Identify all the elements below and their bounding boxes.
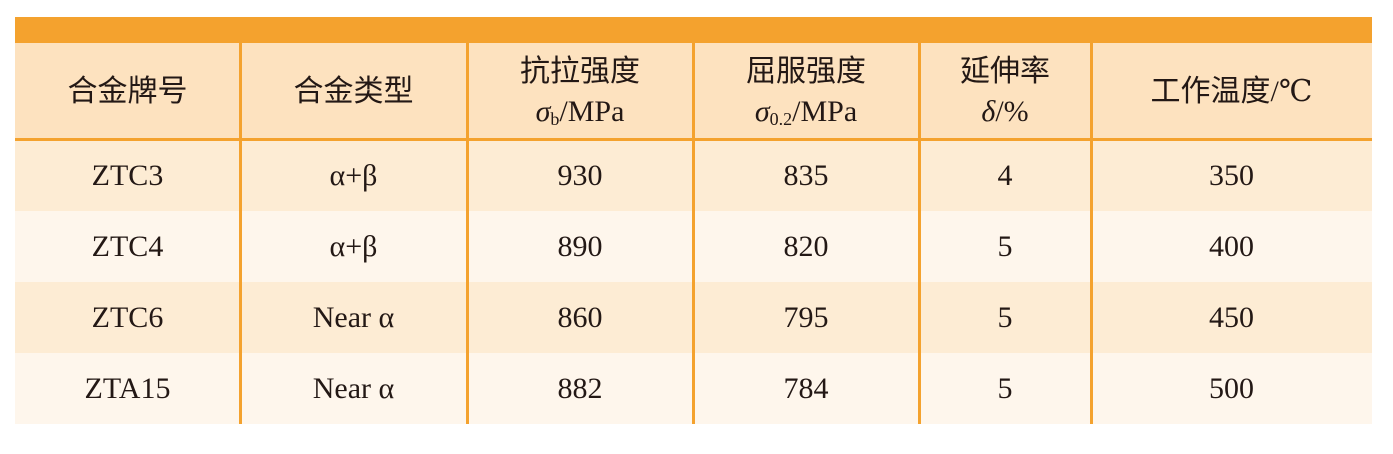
header-cell: 合金牌号 <box>15 43 240 140</box>
table-cell: ZTC4 <box>91 229 164 263</box>
table-cell: 400 <box>1209 229 1254 263</box>
table-cell: 820 <box>783 229 829 263</box>
header-label: 抗拉强度 <box>520 54 640 88</box>
table-cell: 350 <box>1209 158 1254 192</box>
table-cell: α+β <box>329 229 378 263</box>
column-divider <box>239 17 242 424</box>
header-cell: 合金类型 <box>240 43 467 140</box>
table-cell: 4 <box>997 158 1013 192</box>
table-cell: 835 <box>783 158 829 192</box>
table-cell: ZTC3 <box>91 158 164 192</box>
table-cell: Near α <box>312 300 395 334</box>
table-cell: 5 <box>997 229 1013 263</box>
symbol: σ <box>754 94 770 128</box>
header-unit: σb/MPa <box>536 92 625 132</box>
unit: /MPa <box>792 94 858 128</box>
header-divider <box>15 138 1372 141</box>
table-cell: 5 <box>997 300 1013 334</box>
table-cell: 450 <box>1209 300 1254 334</box>
column-divider <box>692 17 695 424</box>
header-label: 合金类型 <box>293 74 414 108</box>
column-divider <box>466 17 469 424</box>
table-cell: 860 <box>557 300 603 334</box>
unit: /MPa <box>559 94 625 128</box>
table-cell: 882 <box>557 371 603 405</box>
header-label: 延伸率 <box>960 54 1050 88</box>
subscript: 0.2 <box>769 108 793 129</box>
header-cell: 抗拉强度 σb/MPa <box>467 43 693 140</box>
table-cell: ZTC6 <box>91 300 164 334</box>
column-divider <box>918 17 921 424</box>
table-cell: Near α <box>312 371 395 405</box>
unit: /% <box>995 94 1029 128</box>
subscript: b <box>550 108 560 129</box>
table-cell: ZTA15 <box>84 371 171 405</box>
table-cell: 890 <box>557 229 603 263</box>
header-label: 工作温度/℃ <box>1150 74 1313 108</box>
header-cell: 屈服强度 σ0.2/MPa <box>693 43 919 140</box>
header-label: 屈服强度 <box>746 54 866 88</box>
table-cell: α+β <box>329 158 378 192</box>
table-cell: 784 <box>783 371 829 405</box>
table-cell: 500 <box>1209 371 1254 405</box>
table-cell: 795 <box>783 300 829 334</box>
header-unit: σ0.2/MPa <box>755 92 857 132</box>
header-unit: δ/% <box>981 92 1028 132</box>
header-label: 合金牌号 <box>67 74 188 108</box>
header-cell: 延伸率 δ/% <box>919 43 1091 140</box>
column-divider <box>1090 17 1093 424</box>
symbol: δ <box>981 94 996 128</box>
header-cell: 工作温度/℃ <box>1091 43 1372 140</box>
symbol: σ <box>535 94 551 128</box>
table-cell: 930 <box>557 158 603 192</box>
table-cell: 5 <box>997 371 1013 405</box>
